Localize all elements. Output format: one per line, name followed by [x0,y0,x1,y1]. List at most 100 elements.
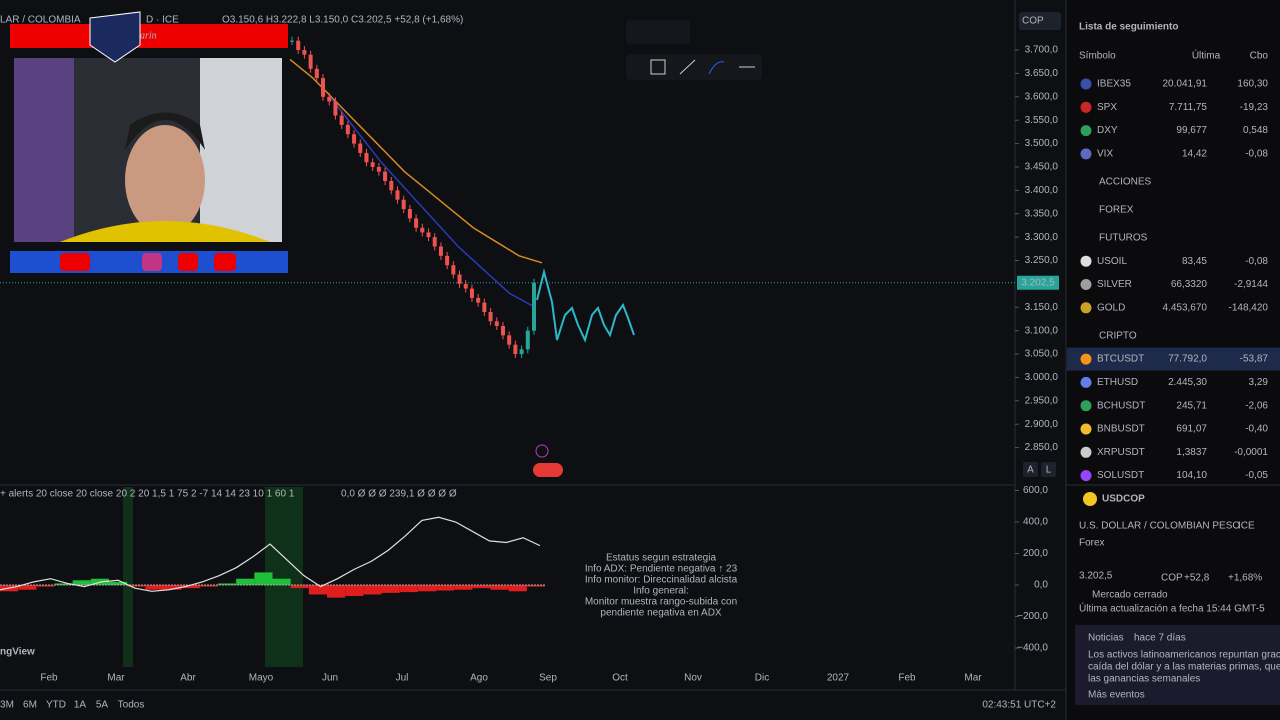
symbol[interactable]: ETHUSD [1097,377,1138,388]
indicator-tick-label: 200,0 [1023,548,1048,559]
status-line: Estatus segun estrategia [606,553,717,564]
time-label: Mar [964,673,982,684]
overlay-banner [10,24,288,48]
price-tick-label: 3.600,0 [1025,91,1059,102]
price-tick-label: 3.650,0 [1025,68,1059,79]
last-price: 2.445,30 [1168,377,1207,388]
detail-change-pct: +1,68% [1228,573,1262,584]
histogram-bar [199,585,218,587]
candle [296,40,301,51]
price-tick-label: 3.150,0 [1025,302,1059,313]
symbol[interactable]: BCHUSDT [1097,400,1145,411]
event-icon[interactable] [535,444,549,458]
candle [457,274,462,284]
currency-button[interactable] [1019,12,1061,30]
news-card[interactable] [1075,625,1280,705]
candle [308,54,313,69]
news-label[interactable]: Noticias [1088,633,1124,644]
symbol-icon [1080,148,1092,160]
detail-price: 3.202,5 [1079,571,1113,582]
price-tick-label: 3.100,0 [1025,325,1059,336]
range-button[interactable]: 5A [96,700,109,711]
symbol-icon [1080,423,1092,435]
range-button[interactable]: 6M [23,700,37,711]
rect-tool[interactable] [650,59,666,75]
signal-shade [123,487,133,667]
symbol-icon [1080,376,1092,388]
line-tool[interactable] [679,59,696,75]
price-tick-label: 3.350,0 [1025,208,1059,219]
histogram-bar [454,585,473,590]
candle [532,282,536,331]
last-price: 83,45 [1182,256,1207,267]
symbol[interactable]: IBEX35 [1097,79,1131,90]
price-tick-label: 3.300,0 [1025,232,1059,243]
social-icon [60,253,90,271]
symbol-icon [1080,279,1092,290]
detail-name: U.S. DOLLAR / COLOMBIAN PESO [1079,521,1240,532]
histogram-bar [472,585,491,589]
status-line: Monitor muestra rango-subida con [585,597,737,608]
candle [414,218,419,228]
social-icon [214,253,236,271]
histogram-bar [36,585,55,587]
histogram-bar [181,585,200,589]
symbol[interactable]: SILVER [1097,279,1132,290]
flag-icon [1083,492,1097,506]
histogram-bar [236,578,255,586]
range-button[interactable]: YTD [46,700,66,711]
detail-symbol: USDCOP [1102,494,1145,505]
indicator-tick-label: 400,0 [1023,517,1048,528]
detail-market: Forex [1079,538,1105,549]
symbol[interactable]: BTCUSDT [1097,354,1144,365]
more-link[interactable]: Más eventos [1088,690,1145,701]
histogram-bar [508,585,527,592]
change: 160,30 [1237,79,1268,90]
histogram-bar [417,585,436,592]
section-label: FOREX [1099,205,1134,216]
drawing-toolbar[interactable] [626,20,690,44]
symbol[interactable]: USOIL [1097,256,1127,267]
range-button[interactable]: 3M [0,700,14,711]
candle [376,166,381,172]
webcam-light [14,58,74,242]
last-price: 245,71 [1176,400,1207,411]
histogram-bar [163,585,182,590]
indicator-tick-label: 600,0 [1023,485,1048,496]
scale-button[interactable] [1023,462,1038,477]
symbol[interactable]: DXY [1097,125,1118,136]
time-label: Jun [322,673,338,684]
symbol[interactable]: GOLD [1097,302,1125,313]
news-line: caída del dólar y a las materias primas,… [1088,662,1280,673]
indicator-tick-label: −200,0 [1017,611,1048,622]
detail-change: +52,8 [1184,573,1210,584]
candle [321,78,326,97]
currency: COP [1022,16,1044,27]
streamer-logo: arin [140,30,157,41]
brush-tool[interactable] [708,61,725,75]
last-price: 7.711,75 [1169,102,1208,113]
histogram-bar [254,572,273,586]
event-icon[interactable] [533,463,563,477]
change: -0,05 [1245,470,1268,481]
price-tick-label: 3.250,0 [1025,255,1059,266]
symbol[interactable]: XRPUSDT [1097,447,1145,458]
scale-button-label: A [1027,465,1034,476]
candle [438,246,443,256]
histogram-bar [436,585,455,591]
symbol: LAR / COLOMBIA [0,15,81,26]
symbol[interactable]: SOLUSDT [1097,470,1144,481]
range-button[interactable]: 1A [74,700,87,711]
symbol[interactable]: VIX [1097,149,1113,160]
candle [389,180,394,191]
market-status: Mercado cerrado [1092,590,1168,601]
symbol[interactable]: SPX [1097,102,1117,113]
candle [426,232,431,238]
price-tick-label: 2.900,0 [1025,419,1059,430]
symbol[interactable]: BNBUSDT [1097,424,1145,435]
time-label: Oct [612,673,628,684]
range-button[interactable]: Todos [118,700,145,711]
symbol-icon [1080,400,1092,412]
scale-button[interactable] [1041,462,1056,477]
